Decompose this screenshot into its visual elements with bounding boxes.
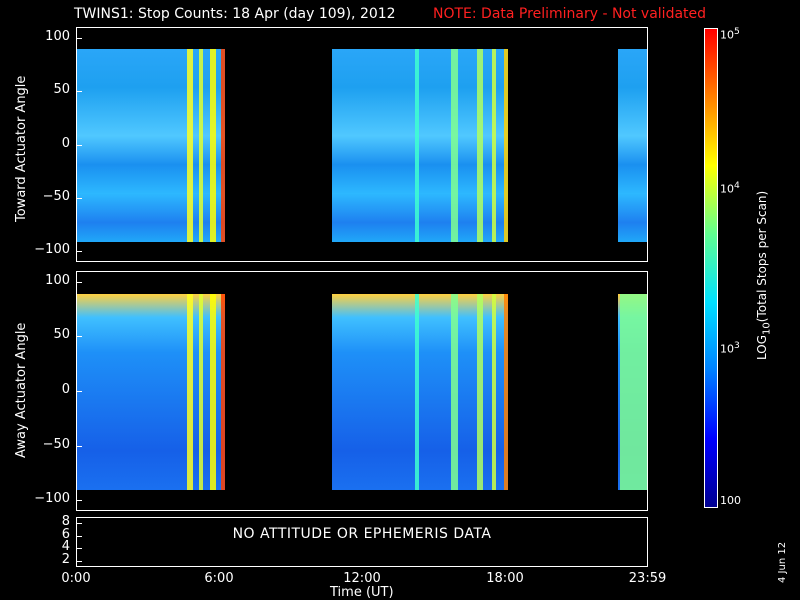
y-axis-label-away: Away Actuator Angle [14, 322, 29, 458]
colorbar-tick-label: 104 [720, 180, 740, 196]
y-tick-label: 100 [45, 28, 70, 44]
colorbar-tick-label: 100 [720, 494, 741, 507]
chart-title: TWINS1: Stop Counts: 18 Apr (day 109), 2… [74, 6, 396, 22]
intensity-strip [477, 49, 484, 242]
colorbar-tick-label: 103 [720, 340, 740, 356]
y-tick-mark [76, 197, 82, 199]
no-data-message: NO ATTITUDE OR EPHEMERIS DATA [232, 526, 492, 542]
data-block [618, 49, 647, 242]
y-tick-mark [76, 391, 82, 392]
x-axis-label: Time (UT) [330, 585, 394, 600]
y-tick-label: 50 [53, 82, 70, 98]
y-tick-label: −100 [34, 491, 70, 507]
intensity-strip [503, 293, 509, 491]
attitude-panel: NO ATTITUDE OR EPHEMERIS DATA [76, 517, 648, 567]
intensity-strip [491, 49, 497, 242]
intensity-strip [198, 293, 204, 491]
y-tick-label: 50 [53, 327, 70, 343]
y-tick-label: 4 [61, 539, 70, 555]
x-tick-label: 0:00 [61, 571, 91, 586]
x-tick-label: 23:59 [628, 571, 667, 586]
intensity-strip [221, 293, 225, 491]
y-tick-label: 100 [45, 272, 70, 288]
preliminary-note: NOTE: Data Preliminary - Not validated [433, 6, 707, 22]
x-tick-label: 18:00 [486, 571, 524, 586]
y-tick-mark [76, 281, 82, 283]
y-tick-label: 2 [61, 551, 70, 567]
intensity-strip [477, 293, 484, 491]
date-stamp: 4 Jun 12 [777, 541, 788, 583]
y-tick-label: −100 [34, 242, 70, 258]
intensity-strip [451, 49, 459, 242]
y-tick-mark [76, 560, 82, 562]
y-tick-mark [76, 548, 82, 550]
intensity-strip [210, 293, 217, 491]
y-tick-label: 0 [61, 135, 70, 151]
colorbar-label: LOG10(Total Stops per Scan) [755, 190, 773, 360]
y-tick-label: 0 [61, 382, 70, 397]
intensity-strip [415, 293, 419, 491]
intensity-strip [221, 49, 225, 242]
colorbar-tick-label: 105 [720, 26, 740, 42]
y-tick-mark [76, 500, 82, 502]
y-tick-mark [76, 523, 82, 525]
y-tick-mark [76, 91, 82, 93]
y-tick-mark [76, 336, 82, 338]
intensity-strip [503, 49, 509, 242]
intensity-strip [415, 49, 419, 242]
intensity-strip [198, 49, 204, 242]
intensity-strip [620, 293, 647, 491]
colorbar [704, 28, 718, 508]
y-tick-label: −50 [42, 188, 70, 204]
intensity-strip [186, 293, 193, 491]
toward-actuator-heatmap [76, 27, 648, 262]
y-tick-mark [76, 445, 82, 447]
intensity-strip [186, 49, 193, 242]
y-tick-label: 8 [61, 514, 70, 530]
y-tick-mark [76, 144, 82, 146]
intensity-strip [491, 293, 497, 491]
y-tick-label: −50 [42, 436, 70, 452]
y-tick-mark [76, 535, 82, 537]
y-tick-label: 6 [61, 526, 70, 542]
away-actuator-heatmap [76, 271, 648, 511]
y-tick-mark [76, 251, 82, 253]
y-tick-mark [76, 37, 82, 39]
x-tick-label: 6:00 [204, 571, 234, 586]
x-tick-label: 12:00 [343, 571, 381, 586]
intensity-strip [210, 49, 217, 242]
intensity-strip [451, 293, 459, 491]
y-axis-label-toward: Toward Actuator Angle [14, 75, 29, 222]
